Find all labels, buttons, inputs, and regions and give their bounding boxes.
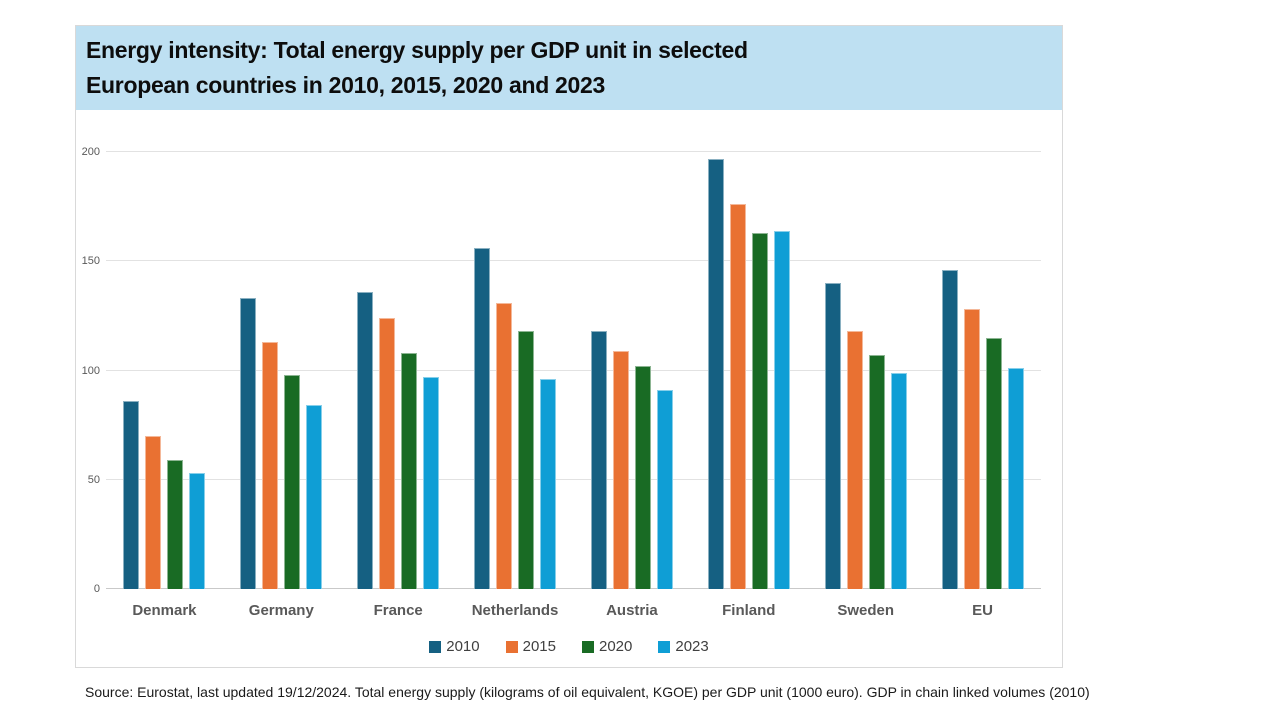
chart-title-band: Energy intensity: Total energy supply pe… [76,26,1062,110]
bar-germany-2020 [284,374,301,589]
bar-sweden-2020 [868,355,885,589]
bar-cluster-denmark [123,152,206,589]
legend-item-2020: 2020 [582,638,632,655]
legend-item-2010: 2010 [429,638,480,655]
chart-title-line-1: Energy intensity: Total energy supply pe… [86,37,748,63]
gridline-150 [106,260,1041,262]
legend-label-2020: 2020 [599,638,633,655]
bar-germany-2010 [240,298,257,589]
y-axis-tick-200: 200 [81,146,100,158]
legend-swatch-2020 [582,640,594,653]
bar-austria-2023 [656,390,673,589]
bar-group-eu [924,152,1041,589]
bar-denmark-2010 [123,401,140,589]
gridline-200 [106,151,1041,152]
x-axis-label-germany: Germany [248,602,314,619]
legend-swatch-2023 [658,640,671,653]
y-axis-tick-100: 100 [81,364,100,377]
bar-cluster-sweden [824,152,907,589]
bar-eu-2020 [985,337,1002,589]
bar-eu-2010 [941,270,958,589]
bar-group-france [340,152,457,589]
bar-netherlands-2010 [474,248,491,589]
bar-cluster-france [357,152,440,589]
bar-austria-2010 [590,331,607,589]
bar-group-austria [574,152,691,589]
bar-cluster-germany [240,152,323,589]
bar-finland-2015 [729,204,746,589]
y-axis-tick-150: 150 [81,255,100,268]
bar-eu-2023 [1007,368,1024,589]
source-note: Source: Eurostat, last updated 19/12/202… [85,684,1090,700]
bar-finland-2023 [773,230,790,589]
legend-item-2015: 2015 [505,638,556,655]
y-axis: 0 50 100 150 200 [76,146,102,595]
bar-cluster-eu [941,152,1024,589]
gridline-0 [106,588,1041,589]
bar-group-germany [223,152,340,589]
x-axis-label-netherlands: Netherlands [471,602,559,619]
x-axis-label-finland: Finland [722,602,776,619]
x-axis-label-sweden: Sweden [837,602,895,619]
bar-group-sweden [807,152,924,589]
plot-area [106,151,1041,589]
y-axis-tick-50: 50 [87,473,100,486]
bar-france-2020 [401,353,418,589]
bar-denmark-2020 [167,460,184,589]
gridline-100 [106,369,1041,371]
bar-france-2010 [357,291,374,589]
bar-eu-2015 [963,309,980,589]
bar-finland-2010 [707,158,724,589]
chart-section: 0 50 100 150 200 Denmark Germany France Netherl… [76,110,1062,667]
bar-sweden-2015 [846,331,863,589]
bar-denmark-2023 [189,473,206,589]
bar-group-finland [690,152,807,589]
bar-cluster-netherlands [474,152,557,589]
bar-group-denmark [106,152,223,589]
x-axis-label-eu: EU [972,602,993,619]
legend: 2010 2015 2020 2023 [76,638,1062,655]
x-axis-labels: Denmark Germany France Netherlands Austria Fi… [106,602,1041,619]
legend-swatch-2010 [429,640,442,653]
legend-label-2023: 2023 [675,638,709,655]
x-axis-label-denmark: Denmark [132,602,197,619]
gridline-50 [106,478,1041,480]
bar-groups [106,152,1041,589]
bar-cluster-austria [590,152,673,589]
bar-sweden-2010 [824,283,841,589]
x-axis-label-france: France [373,602,423,619]
bar-cluster-finland [707,152,790,589]
bar-netherlands-2020 [518,331,535,589]
bar-france-2015 [379,318,396,589]
y-axis-tick-0: 0 [93,583,100,595]
bar-germany-2023 [306,405,323,589]
bar-finland-2020 [751,232,768,589]
chart-title-line-2: European countries in 2010, 2015, 2020 a… [86,72,605,98]
bar-group-netherlands [457,152,574,589]
bar-germany-2015 [262,342,279,589]
bar-netherlands-2023 [540,379,557,589]
x-axis-label-austria: Austria [606,602,658,619]
legend-label-2010: 2010 [446,638,480,655]
bar-netherlands-2015 [496,302,513,589]
legend-swatch-2015 [505,640,518,653]
bar-austria-2015 [612,350,629,589]
legend-item-2023: 2023 [658,638,709,655]
bar-denmark-2015 [145,436,162,589]
legend-label-2015: 2015 [522,638,556,655]
bar-austria-2020 [634,366,651,589]
chart-card: Energy intensity: Total energy supply pe… [75,25,1063,668]
bar-france-2023 [423,377,440,589]
bar-sweden-2023 [890,372,907,589]
